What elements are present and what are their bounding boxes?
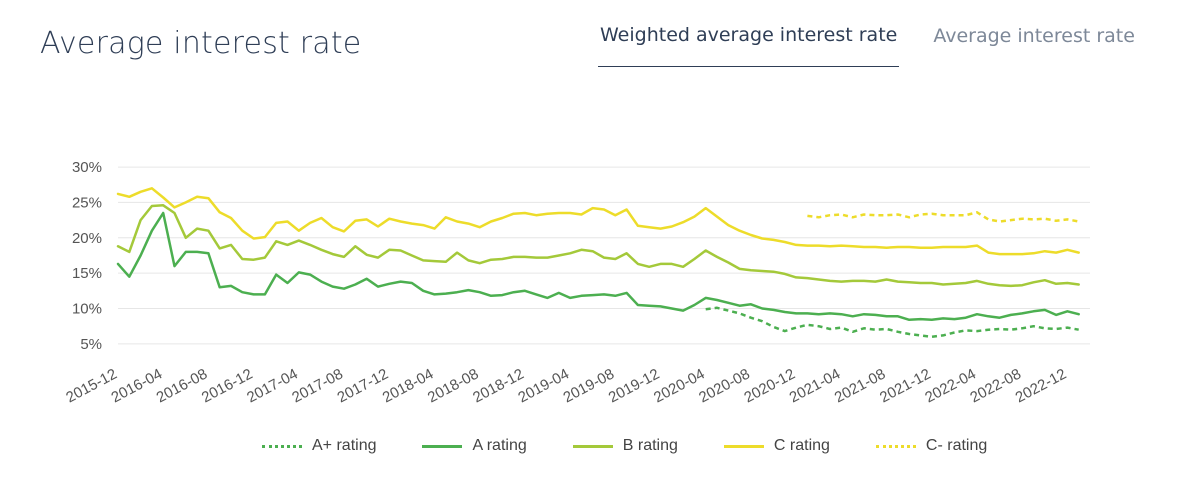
x-tick-label: 2017-04 bbox=[244, 366, 301, 407]
page-title: Average interest rate bbox=[40, 26, 362, 61]
legend-swatch bbox=[723, 444, 764, 448]
y-tick-label: 25% bbox=[72, 194, 102, 211]
legend-swatch bbox=[875, 444, 916, 448]
x-tick-label: 2021-04 bbox=[787, 366, 844, 407]
legend-item-b-rating[interactable]: B rating bbox=[572, 437, 678, 455]
x-tick-label: 2021-12 bbox=[877, 366, 934, 407]
x-tick-label: 2017-12 bbox=[335, 366, 392, 407]
legend-label: A+ rating bbox=[312, 437, 377, 454]
legend-label: C- rating bbox=[925, 437, 988, 454]
x-tick-label: 2022-08 bbox=[967, 366, 1024, 407]
x-tick-label: 2016-12 bbox=[199, 366, 256, 407]
x-tick-label: 2016-04 bbox=[108, 366, 165, 407]
legend-label: C rating bbox=[773, 437, 830, 454]
chart-legend: A+ rating A rating B rating C rating C- rati… bbox=[262, 437, 1033, 455]
x-tick-label: 2020-04 bbox=[651, 366, 708, 407]
x-tick-label: 2019-12 bbox=[606, 366, 663, 407]
y-tick-label: 10% bbox=[72, 301, 102, 318]
x-tick-label: 2020-08 bbox=[696, 366, 753, 407]
legend-swatch bbox=[572, 444, 613, 448]
x-tick-label: 2018-12 bbox=[470, 366, 527, 407]
legend-item-c-rating[interactable]: C- rating bbox=[875, 437, 988, 455]
tab-weighted-average-interest-rate[interactable]: Weighted average interest rate bbox=[598, 20, 900, 67]
x-tick-label: 2020-12 bbox=[741, 366, 798, 407]
x-tick-label: 2017-08 bbox=[289, 366, 346, 407]
series-line-b-rating bbox=[116, 204, 1080, 288]
y-tick-label: 30% bbox=[72, 159, 102, 176]
rate-tabs: Weighted average interest rate Average i… bbox=[598, 20, 1137, 67]
x-tick-label: 2019-08 bbox=[561, 366, 618, 407]
x-tick-label: 2015-12 bbox=[63, 366, 120, 407]
x-tick-label: 2019-04 bbox=[515, 366, 572, 407]
series-line-c-rating bbox=[807, 211, 1079, 223]
legend-swatch bbox=[262, 444, 302, 448]
series-line-a-rating bbox=[705, 306, 1079, 339]
legend-item-a-rating[interactable]: A rating bbox=[422, 437, 527, 455]
legend-item-c-rating[interactable]: C rating bbox=[723, 437, 830, 455]
x-tick-label: 2018-04 bbox=[380, 366, 437, 407]
y-tick-label: 5% bbox=[80, 336, 102, 353]
x-tick-label: 2021-08 bbox=[832, 366, 889, 407]
x-tick-label: 2018-08 bbox=[425, 366, 482, 407]
tab-average-interest-rate[interactable]: Average interest rate bbox=[931, 20, 1137, 67]
x-tick-label: 2022-04 bbox=[922, 366, 979, 407]
legend-label: A rating bbox=[472, 437, 527, 454]
series-line-c-rating bbox=[116, 187, 1080, 256]
x-tick-label: 2022-12 bbox=[1013, 366, 1070, 407]
legend-label: B rating bbox=[622, 437, 678, 454]
y-tick-label: 15% bbox=[72, 265, 102, 282]
x-tick-label: 2016-08 bbox=[154, 366, 211, 407]
series-line-a-rating bbox=[116, 211, 1080, 322]
legend-item-a-rating[interactable]: A+ rating bbox=[262, 437, 376, 455]
y-tick-label: 20% bbox=[72, 230, 102, 247]
legend-swatch bbox=[422, 444, 463, 448]
